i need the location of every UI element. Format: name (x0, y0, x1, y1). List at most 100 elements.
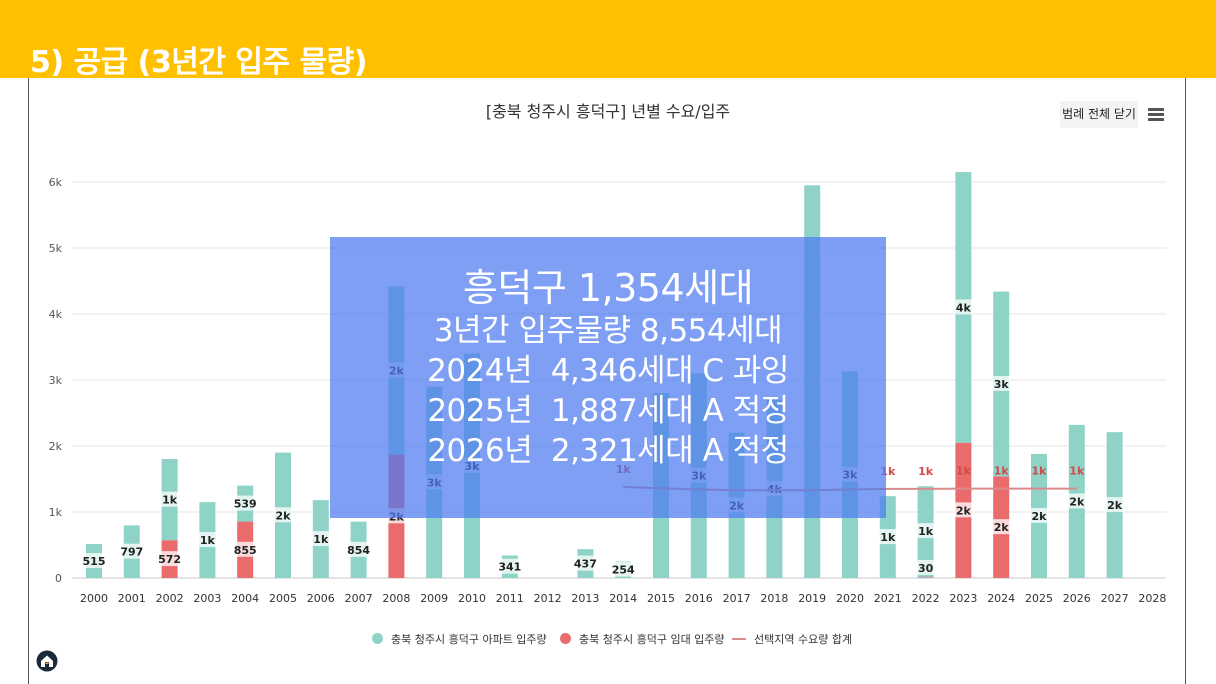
legend-item-apartment[interactable]: 충북 청주시 흥덕구 아파트 입주량 (372, 631, 547, 647)
y-tick-label: 2k (49, 440, 63, 453)
data-label-apartment-bg (572, 555, 598, 571)
data-label-apartment: 515 (83, 555, 106, 568)
data-label-rental-bg (954, 502, 973, 518)
data-label-demand: 1k (1069, 465, 1085, 478)
house-logo-icon (36, 650, 58, 672)
overlay-line-4: 2025년 1,887세대 A 적정 (427, 393, 789, 429)
y-tick-label: 4k (49, 308, 63, 321)
data-label-apartment-bg (346, 541, 372, 557)
x-tick-label: 2022 (912, 592, 940, 605)
x-tick-label: 2004 (231, 592, 259, 605)
x-tick-label: 2021 (874, 592, 902, 605)
x-tick-label: 2014 (609, 592, 637, 605)
x-tick-label: 2013 (571, 592, 599, 605)
data-label-rental-bg (992, 519, 1011, 535)
x-tick-label: 2018 (760, 592, 788, 605)
data-label-apartment-bg (198, 532, 217, 548)
data-label-apartment-bg (954, 299, 973, 315)
x-tick-label: 2006 (307, 592, 335, 605)
chart-frame (28, 78, 1186, 684)
data-label-demand: 1k (1032, 465, 1048, 478)
chart-title: [충북 청주시 흥덕구] 년별 수요/입주 (485, 102, 731, 121)
overlay-line-1: 흥덕구 1,354세대 (462, 266, 754, 310)
data-label-rental-bg (916, 560, 935, 575)
page-title: 5) 공급 (3년간 입주 물량) (30, 45, 367, 80)
data-label-apartment: 3k (994, 378, 1010, 391)
data-label-apartment-bg (1067, 493, 1086, 509)
data-label-apartment: 1k (880, 531, 896, 544)
x-tick-label: 2008 (382, 592, 410, 605)
overlay-line-3: 2024년 4,346세대 C 과잉 (427, 353, 789, 389)
legend-circle-icon (372, 633, 383, 644)
overlay-line-5: 2026년 2,321세대 A 적정 (427, 433, 789, 469)
data-label-apartment: 437 (574, 558, 597, 571)
x-tick-label: 2028 (1138, 592, 1166, 605)
data-label-apartment: 2k (276, 509, 292, 522)
data-label-apartment: 1k (918, 525, 934, 538)
data-label-apartment-bg (1030, 507, 1048, 523)
legend-toggle-button[interactable]: 범례 전체 닫기 (1060, 101, 1138, 128)
data-label-demand: 1k (918, 465, 934, 478)
hamburger-icon[interactable] (1148, 108, 1164, 122)
y-tick-label: 1k (49, 506, 63, 519)
x-tick-label: 2002 (156, 592, 184, 605)
data-label-apartment-bg (497, 558, 523, 574)
overlay-line-2: 3년간 입주물량 8,554세대 (433, 313, 783, 349)
x-tick-label: 2024 (987, 592, 1015, 605)
data-label-demand: 1k (994, 465, 1010, 478)
data-label-apartment: 797 (120, 546, 143, 559)
data-label-apartment: 539 (234, 498, 257, 511)
legend-label-apartment: 충북 청주시 흥덕구 아파트 입주량 (391, 633, 547, 646)
x-tick-label: 2005 (269, 592, 297, 605)
bar-rental (917, 576, 934, 578)
data-label-rental-bg (232, 541, 258, 557)
x-tick-label: 2019 (798, 592, 826, 605)
x-tick-label: 2003 (193, 592, 221, 605)
data-label-apartment: 2k (1032, 510, 1048, 523)
x-tick-label: 2016 (685, 592, 713, 605)
data-label-apartment: 1k (200, 534, 216, 547)
x-tick-label: 2010 (458, 592, 486, 605)
data-label-rental: 855 (234, 544, 257, 557)
data-label-apartment-bg (916, 523, 935, 539)
data-label-apartment-bg (992, 375, 1011, 391)
x-tick-label: 2017 (723, 592, 751, 605)
data-label-apartment-bg (119, 543, 145, 559)
data-label-apartment: 1k (162, 494, 178, 507)
data-label-rental: 572 (158, 553, 181, 566)
legend-label-rental: 충북 청주시 흥덕구 임대 입주량 (579, 633, 725, 646)
x-tick-label: 2012 (534, 592, 562, 605)
data-label-apartment: 2k (1069, 495, 1085, 508)
x-tick-label: 2009 (420, 592, 448, 605)
x-tick-label: 2001 (118, 592, 146, 605)
x-tick-label: 2027 (1101, 592, 1129, 605)
legend-item-demand[interactable]: 선택지역 수요량 합계 (732, 631, 852, 647)
data-label-rental: 30 (918, 562, 934, 575)
data-label-apartment: 254 (612, 564, 635, 577)
legend-item-rental[interactable]: 충북 청주시 흥덕구 임대 입주량 (560, 631, 725, 647)
x-tick-label: 2007 (345, 592, 373, 605)
data-label-apartment-bg (878, 529, 897, 545)
x-tick-label: 2015 (647, 592, 675, 605)
x-tick-label: 2025 (1025, 592, 1053, 605)
data-label-apartment-bg (1105, 497, 1124, 513)
y-tick-label: 3k (49, 374, 63, 387)
data-label-apartment: 2k (1107, 499, 1123, 512)
data-label-apartment-bg (81, 553, 107, 569)
data-label-rental-bg (157, 551, 183, 567)
summary-overlay: 흥덕구 1,354세대 3년간 입주물량 8,554세대 2024년 4,346… (330, 237, 886, 518)
x-tick-label: 2000 (80, 592, 108, 605)
data-label-apartment: 341 (498, 561, 521, 574)
legend-label-demand: 선택지역 수요량 합계 (754, 633, 853, 646)
data-label-rental: 2k (994, 521, 1010, 534)
data-label-apartment: 4k (956, 301, 972, 314)
data-label-apartment-bg (311, 531, 330, 547)
data-label-apartment: 1k (313, 533, 329, 546)
y-tick-label: 5k (49, 242, 63, 255)
x-tick-label: 2020 (836, 592, 864, 605)
data-label-apartment-bg (610, 561, 636, 577)
data-label-apartment-bg (232, 495, 258, 511)
legend-line-icon (732, 638, 746, 640)
data-label-apartment: 854 (347, 544, 370, 557)
y-tick-label: 0 (55, 572, 62, 585)
